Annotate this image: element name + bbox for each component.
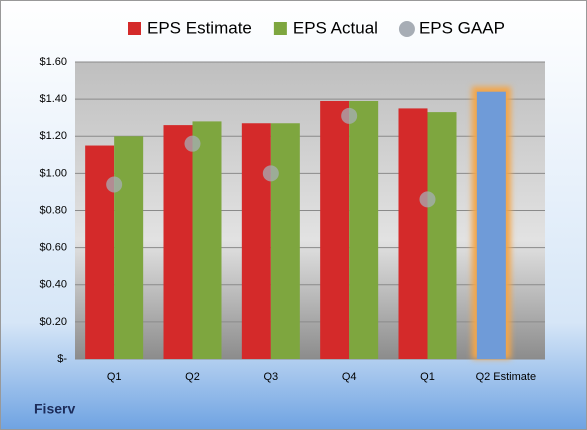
bar: [398, 108, 428, 359]
gaap-marker: [184, 135, 201, 152]
y-tick-label: $0.40: [39, 279, 67, 291]
y-tick-label: $0.20: [39, 316, 67, 328]
x-tick-label: Q2 Estimate: [476, 371, 537, 383]
bar: [270, 123, 300, 359]
legend-marker: [398, 21, 415, 37]
y-tick-label: $1.60: [39, 56, 67, 68]
legend-marker: [273, 22, 287, 35]
x-tick-label: Q3: [263, 371, 278, 383]
bar: [349, 100, 379, 359]
x-tick-label: Q1: [420, 371, 435, 383]
y-tick-label: $1.00: [39, 167, 67, 179]
bar: [192, 121, 222, 360]
legend-marker: [128, 22, 141, 35]
gaap-marker: [419, 191, 436, 208]
gaap-marker: [262, 165, 279, 182]
y-tick-label: $1.40: [39, 93, 67, 105]
legend-label: EPS Actual: [293, 18, 378, 37]
gaap-marker: [106, 176, 123, 193]
bar: [320, 100, 350, 359]
bar: [476, 91, 506, 359]
bar: [163, 125, 193, 359]
bar: [114, 136, 144, 359]
bar: [427, 112, 457, 360]
y-tick-label: $0.60: [39, 242, 67, 254]
bar: [85, 145, 115, 359]
y-tick-label: $1.20: [39, 130, 67, 142]
legend-label: EPS Estimate: [147, 18, 252, 37]
y-tick-label: $-: [57, 353, 67, 365]
x-tick-label: Q1: [107, 371, 122, 383]
company-label: Fiserv: [34, 401, 75, 417]
y-tick-label: $0.80: [39, 204, 67, 216]
legend-label: EPS GAAP: [419, 18, 505, 37]
x-tick-label: Q4: [342, 371, 357, 383]
x-tick-label: Q2: [185, 371, 200, 383]
gaap-marker: [341, 107, 358, 124]
bar: [241, 123, 271, 359]
